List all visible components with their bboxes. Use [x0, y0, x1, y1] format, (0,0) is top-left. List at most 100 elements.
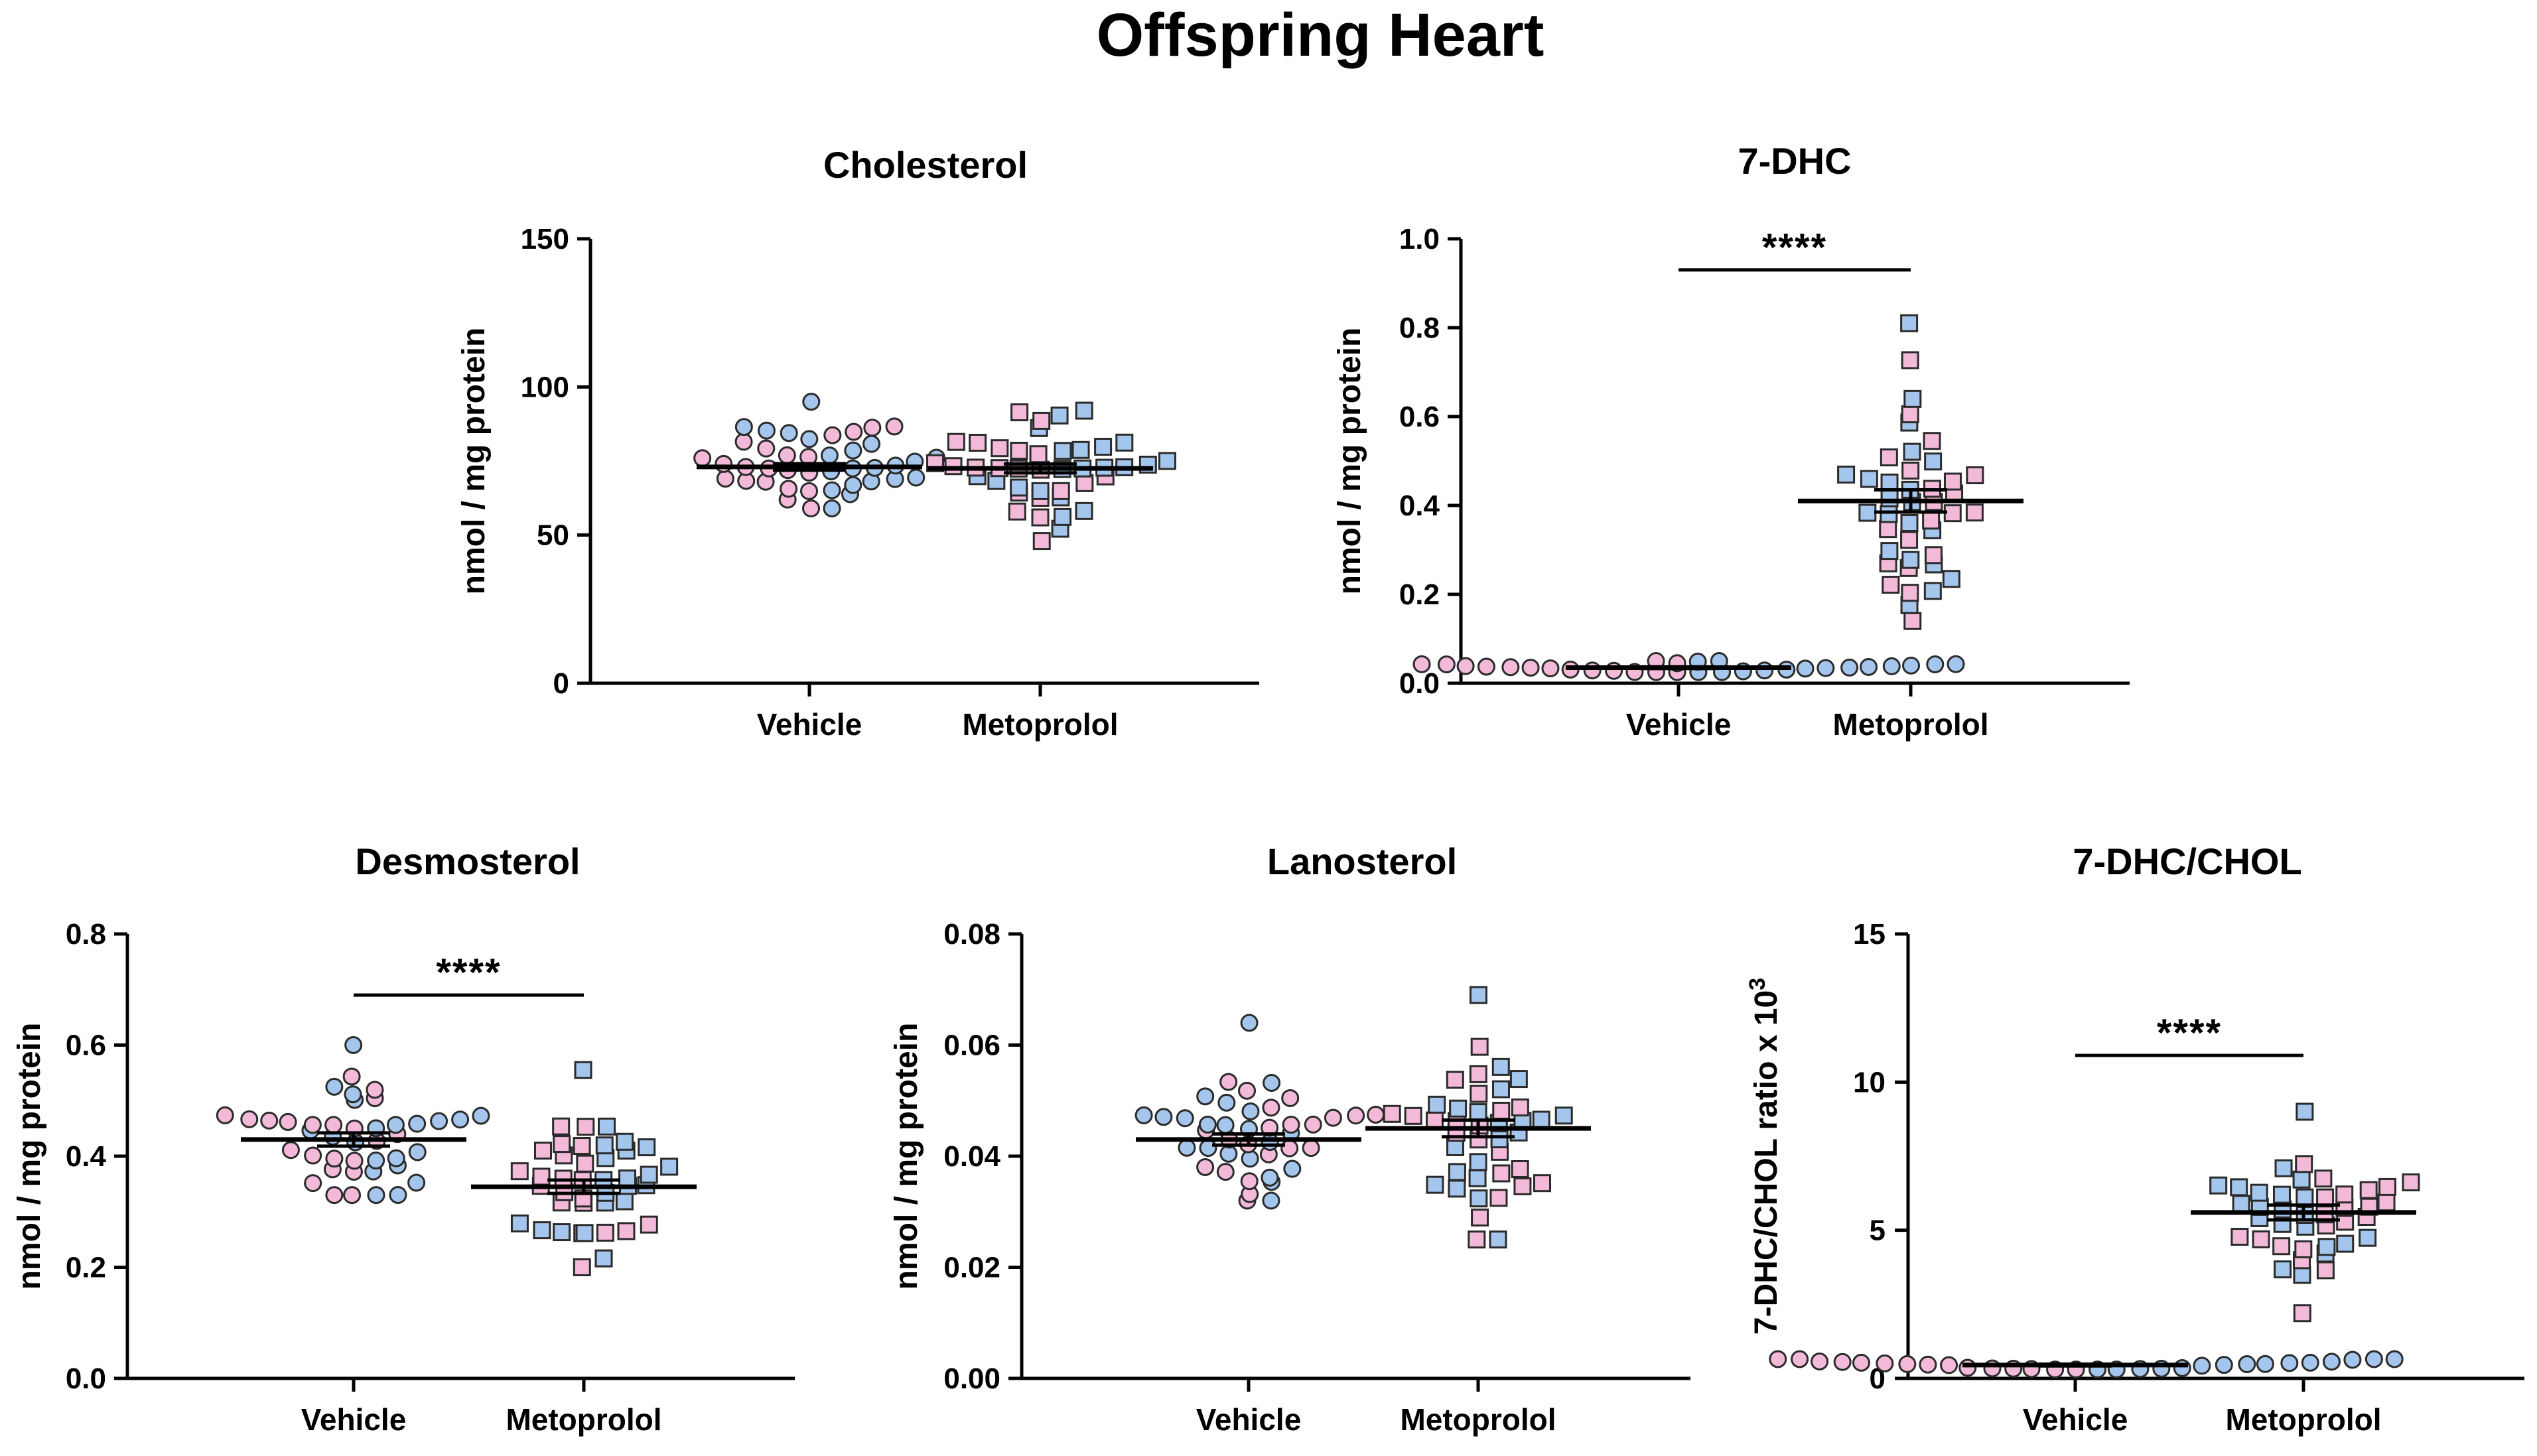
data-point-vehicle — [863, 419, 882, 437]
data-point-vehicle — [1262, 1098, 1280, 1117]
data-point-vehicle — [1852, 1353, 1870, 1372]
data-point-vehicle — [366, 1081, 384, 1099]
data-point-metoprolol — [1879, 520, 1897, 539]
data-point-vehicle — [734, 432, 753, 451]
data-point-metoprolol — [2274, 1260, 2292, 1279]
data-point-vehicle — [1178, 1138, 1196, 1157]
data-point-metoprolol — [553, 1135, 571, 1154]
data-point-vehicle — [1283, 1159, 1302, 1178]
data-point-vehicle — [1456, 657, 1475, 675]
data-point-metoprolol — [2335, 1185, 2354, 1204]
data-point-metoprolol — [1075, 474, 1094, 492]
data-point-vehicle — [343, 1186, 362, 1205]
data-point-vehicle — [279, 1112, 297, 1131]
data-point-metoprolol — [1449, 1099, 1468, 1118]
data-point-vehicle — [281, 1141, 300, 1159]
data-point-vehicle — [2256, 1355, 2274, 1373]
data-point-metoprolol — [1468, 1169, 1487, 1187]
data-point-metoprolol — [1428, 1095, 1446, 1114]
data-point-vehicle — [345, 1152, 364, 1170]
data-point-vehicle — [325, 1186, 344, 1205]
data-point-vehicle — [1882, 657, 1901, 675]
data-point-metoprolol — [2296, 1102, 2314, 1121]
data-point-metoprolol — [1532, 1110, 1550, 1129]
y-tick-label: 0.2 — [66, 1252, 106, 1284]
data-point-metoprolol — [2252, 1230, 2270, 1248]
panel-title: Cholesterol — [823, 144, 1028, 186]
data-point-vehicle — [387, 1149, 405, 1167]
data-point-metoprolol — [2378, 1177, 2396, 1196]
data-point-vehicle — [342, 1067, 361, 1086]
data-point-metoprolol — [1071, 440, 1090, 459]
data-point-metoprolol — [1489, 1189, 1508, 1207]
data-point-vehicle — [1958, 1358, 1977, 1377]
data-point-vehicle — [1240, 1014, 1259, 1032]
y-tick-label: 0.08 — [943, 918, 1000, 951]
data-point-vehicle — [2365, 1350, 2383, 1368]
data-point-metoprolol — [969, 433, 987, 452]
y-tick-label: 100 — [521, 371, 569, 403]
panel-title: Desmosterol — [355, 840, 580, 882]
data-point-metoprolol — [1858, 503, 1877, 522]
data-point-metoprolol — [2293, 1304, 2311, 1323]
data-point-vehicle — [780, 424, 798, 442]
data-point-metoprolol — [1470, 1189, 1488, 1208]
data-point-vehicle — [885, 417, 904, 436]
data-point-metoprolol — [2402, 1173, 2420, 1191]
data-point-vehicle — [260, 1111, 279, 1130]
data-point-vehicle — [1876, 1354, 1894, 1372]
y-tick-label: 0.6 — [66, 1029, 106, 1062]
data-point-metoprolol — [1882, 576, 1900, 594]
data-point-metoprolol — [2272, 1237, 2291, 1256]
data-point-metoprolol — [1032, 532, 1051, 551]
data-point-vehicle — [1940, 1356, 1958, 1374]
data-point-vehicle — [1501, 658, 1520, 677]
data-point-vehicle — [1304, 1115, 1322, 1134]
data-point-metoprolol — [1158, 452, 1176, 470]
data-point-metoprolol — [1008, 502, 1026, 521]
data-point-vehicle — [1324, 1108, 1342, 1127]
data-point-metoprolol — [2359, 1181, 2378, 1199]
data-point-metoprolol — [1470, 1085, 1488, 1103]
data-point-vehicle — [325, 1150, 344, 1168]
significance-label: **** — [2157, 1012, 2222, 1055]
data-point-metoprolol — [1900, 531, 1919, 549]
x-tick-label: Vehicle — [2023, 1402, 2128, 1437]
data-point-vehicle — [778, 446, 796, 464]
data-point-vehicle — [367, 1152, 385, 1170]
data-point-metoprolol — [1471, 1208, 1489, 1226]
data-point-vehicle — [325, 1077, 344, 1096]
data-point-metoprolol — [1533, 1174, 1551, 1193]
data-point-vehicle — [1583, 661, 1602, 680]
data-point-vehicle — [757, 439, 776, 458]
data-point-vehicle — [757, 421, 776, 440]
data-point-vehicle — [716, 470, 734, 488]
y-tick-label: 0.8 — [1399, 312, 1440, 344]
data-point-metoprolol — [2316, 1261, 2335, 1280]
data-point-metoprolol — [991, 439, 1009, 458]
data-point-metoprolol — [1901, 351, 1919, 369]
x-tick-label: Metoprolol — [506, 1402, 661, 1437]
y-axis-label: nmol / mg protein — [12, 1023, 47, 1290]
data-point-metoprolol — [1425, 1111, 1444, 1130]
data-point-metoprolol — [1513, 1177, 1532, 1195]
data-point-metoprolol — [1880, 473, 1899, 492]
data-point-vehicle — [1238, 1081, 1257, 1100]
data-point-vehicle — [344, 1036, 363, 1054]
y-tick-label: 0.2 — [1399, 578, 1440, 611]
data-point-vehicle — [1919, 1355, 1937, 1374]
data-point-vehicle — [800, 430, 819, 448]
data-point-vehicle — [1282, 1116, 1300, 1134]
data-point-metoprolol — [1943, 472, 1962, 491]
data-point-vehicle — [1477, 657, 1495, 676]
y-tick-label: 15 — [1853, 918, 1886, 951]
y-axis-label: 7-DHC/CHOL ratio x 103 — [1745, 978, 1784, 1335]
data-point-vehicle — [2215, 1356, 2233, 1374]
data-point-metoprolol — [1054, 507, 1072, 526]
y-tick-label: 1.0 — [1399, 223, 1440, 255]
data-point-metoprolol — [1901, 405, 1919, 424]
data-point-vehicle — [2280, 1354, 2299, 1372]
data-point-vehicle — [1261, 1168, 1279, 1187]
data-point-vehicle — [1860, 657, 1878, 676]
